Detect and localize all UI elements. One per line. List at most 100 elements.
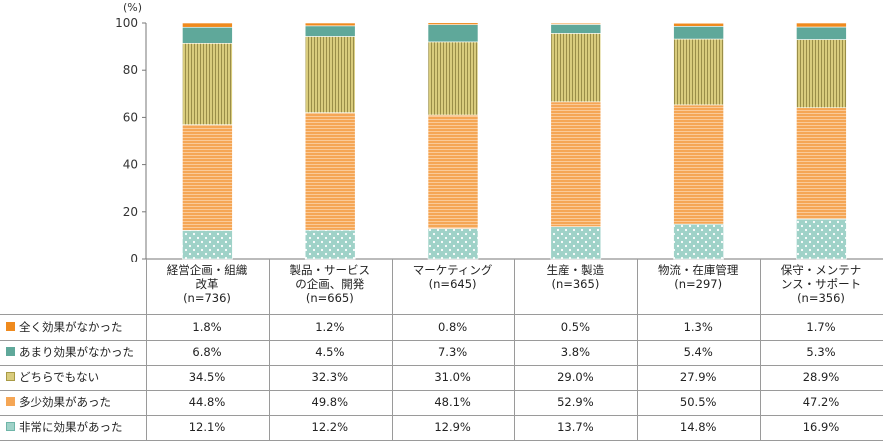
table-top-border xyxy=(0,314,883,315)
legend-swatch xyxy=(6,322,15,331)
bar-segment xyxy=(304,229,356,260)
bar-segment xyxy=(427,41,479,116)
data-label: 12.2% xyxy=(311,420,349,434)
legend-cell: 多少効果があった xyxy=(0,390,146,415)
table-row: 非常に効果があった 12.1% 12.2% 12.9% 13.7% 14.8% 16.9% xyxy=(0,415,883,441)
legend-swatch xyxy=(6,397,15,406)
bar-segment xyxy=(427,114,479,229)
data-label: 5.4% xyxy=(683,345,713,359)
bar-segment xyxy=(550,24,602,34)
data-label: 52.9% xyxy=(557,395,594,409)
bar-segment xyxy=(796,218,847,260)
x-tick-label: 経営企画・組織 改革 (n=736) xyxy=(166,263,248,305)
x-tick-label: 製品・サービス の企画、開発 (n=665) xyxy=(289,263,371,305)
data-label: 14.8% xyxy=(679,420,717,434)
bar-segment xyxy=(673,104,724,225)
column-divider xyxy=(637,259,639,441)
legend-swatch xyxy=(6,347,15,356)
stacked-bar-chart: 0 20 40 60 80 100 xyxy=(115,16,883,262)
data-label: 12.9% xyxy=(434,420,471,434)
data-label: 4.5% xyxy=(315,345,345,359)
legend-swatch xyxy=(6,372,15,381)
data-label: 6.8% xyxy=(192,345,222,359)
bar-segment xyxy=(304,36,356,113)
data-label: 31.0% xyxy=(434,370,471,384)
legend-label: 非常に効果があった xyxy=(19,420,123,434)
legend-label: 全く効果がなかった xyxy=(19,320,123,334)
bar-segment xyxy=(427,228,479,260)
unit-label: (%) xyxy=(123,1,143,14)
table-row: どちらでもない 34.5% 32.3% 31.0% 29.0% 27.9% 28.9% xyxy=(0,365,883,391)
bar-segment xyxy=(550,22,602,25)
bar-segment xyxy=(796,26,847,40)
column-divider xyxy=(514,259,516,441)
bar-segment xyxy=(427,24,479,43)
data-label: 48.1% xyxy=(434,395,471,409)
bar-segment xyxy=(550,33,602,103)
table-row: 全く効果がなかった 1.8% 1.2% 0.8% 0.5% 1.3% 1.7% xyxy=(0,315,883,341)
table-row: あまり効果がなかった 6.8% 4.5% 7.3% 3.8% 5.4% 5.3% xyxy=(0,340,883,366)
data-label: 13.7% xyxy=(557,420,594,434)
column-divider xyxy=(391,259,393,441)
bar-segment xyxy=(182,42,233,126)
table-row: 多少効果があった 44.8% 49.8% 48.1% 52.9% 50.5% 47.2% xyxy=(0,390,883,416)
legend-cell: 全く効果がなかった xyxy=(0,315,146,340)
bar-segment xyxy=(182,230,233,260)
x-tick-label: マーケティング (n=645) xyxy=(412,263,493,291)
y-tick-label: 40 xyxy=(123,158,138,172)
legend-label: どちらでもない xyxy=(19,370,100,384)
bar-segment xyxy=(673,22,724,27)
data-label: 34.5% xyxy=(188,370,226,384)
x-tick-label: 生産・製造 (n=365) xyxy=(546,263,605,291)
column-divider xyxy=(760,259,761,441)
data-label: 5.3% xyxy=(806,345,836,359)
bar-segment xyxy=(550,101,602,227)
x-tick-label: 物流・在庫管理 (n=297) xyxy=(657,263,739,291)
data-label: 49.8% xyxy=(311,395,349,409)
data-label: 1.2% xyxy=(315,320,345,334)
data-label: 28.9% xyxy=(802,370,840,384)
x-tick-label: 保守・メンテナ ンス・サポート (n=356) xyxy=(780,263,862,305)
data-label: 16.9% xyxy=(802,420,840,434)
legend-swatch xyxy=(6,422,15,431)
column-divider xyxy=(268,259,270,441)
y-tick-label: 60 xyxy=(123,110,138,124)
data-label: 0.5% xyxy=(560,320,590,334)
data-label: 47.2% xyxy=(802,395,840,409)
bar-segment xyxy=(304,25,356,37)
bar-segment xyxy=(182,22,233,28)
legend-cell: どちらでもない xyxy=(0,365,146,390)
legend-label: 多少効果があった xyxy=(19,395,111,409)
legend-cell: あまり効果がなかった xyxy=(0,340,146,365)
data-label: 7.3% xyxy=(437,345,468,359)
legend-label: あまり効果がなかった xyxy=(19,345,134,359)
y-tick-label: 100 xyxy=(115,16,138,30)
y-tick-label: 0 xyxy=(130,252,138,262)
bar-segment xyxy=(796,22,847,28)
bar-segment xyxy=(304,112,356,231)
data-label: 1.3% xyxy=(683,320,713,334)
data-label: 3.8% xyxy=(560,345,590,359)
data-label: 29.0% xyxy=(557,370,594,384)
data-label: 12.1% xyxy=(188,420,226,434)
y-tick-label: 80 xyxy=(123,63,138,77)
data-label: 50.5% xyxy=(679,395,717,409)
bar-segment xyxy=(673,38,724,106)
bar-segment xyxy=(182,26,233,44)
legend-cell: 非常に効果があった xyxy=(0,415,146,440)
data-label: 32.3% xyxy=(311,370,349,384)
y-tick-label: 20 xyxy=(123,205,138,219)
column-divider xyxy=(146,259,147,441)
data-label: 0.8% xyxy=(437,320,468,334)
bar-segment xyxy=(182,124,233,231)
bar-segment xyxy=(427,22,479,25)
bar-segment xyxy=(550,226,602,260)
bar-segment xyxy=(673,223,724,260)
data-label: 1.7% xyxy=(806,320,836,334)
data-label: 1.8% xyxy=(192,320,222,334)
data-label: 44.8% xyxy=(188,395,226,409)
bar-segment xyxy=(304,22,356,27)
bar-segment xyxy=(673,26,724,40)
bar-segment xyxy=(796,39,847,109)
data-label: 27.9% xyxy=(679,370,717,384)
